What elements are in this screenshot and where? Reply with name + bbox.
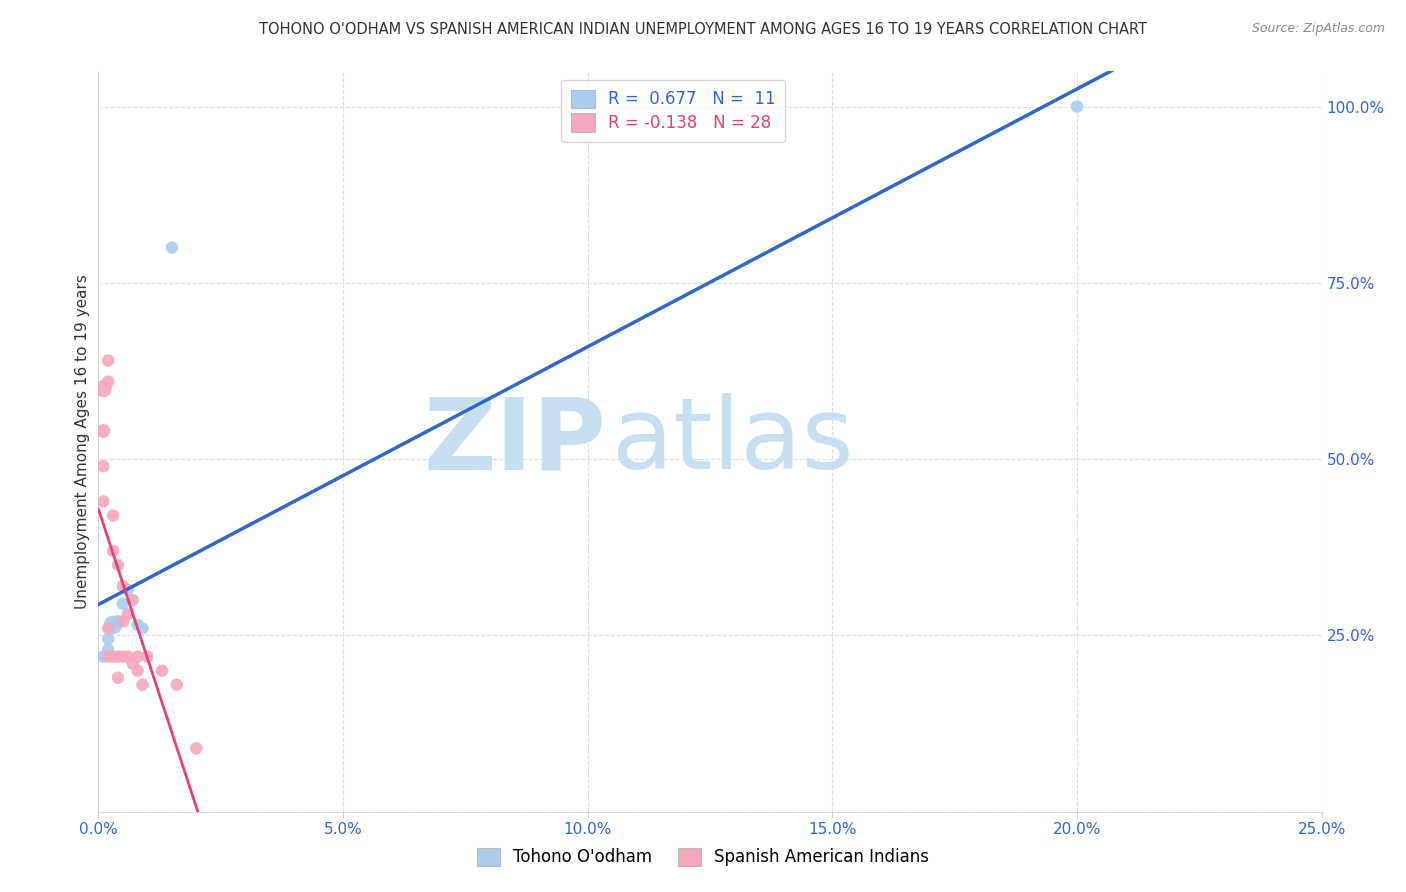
Point <box>127 664 149 678</box>
Point <box>101 649 124 664</box>
Point <box>97 649 120 664</box>
Point <box>107 558 129 572</box>
Point <box>131 678 153 692</box>
Point <box>121 593 143 607</box>
Point <box>150 664 173 678</box>
Point <box>91 382 114 396</box>
Point <box>160 241 183 255</box>
Point <box>127 649 149 664</box>
Point <box>136 649 159 664</box>
Point <box>101 618 124 632</box>
Point <box>127 618 149 632</box>
Legend: Tohono O'odham, Spanish American Indians: Tohono O'odham, Spanish American Indians <box>468 839 938 875</box>
Point <box>117 582 139 597</box>
Point <box>186 741 208 756</box>
Point <box>101 544 124 558</box>
Text: Source: ZipAtlas.com: Source: ZipAtlas.com <box>1251 22 1385 36</box>
Point <box>131 621 153 635</box>
Point <box>97 632 120 646</box>
Point <box>117 649 139 664</box>
Y-axis label: Unemployment Among Ages 16 to 19 years: Unemployment Among Ages 16 to 19 years <box>75 274 90 609</box>
Text: TOHONO O'ODHAM VS SPANISH AMERICAN INDIAN UNEMPLOYMENT AMONG AGES 16 TO 19 YEARS: TOHONO O'ODHAM VS SPANISH AMERICAN INDIA… <box>259 22 1147 37</box>
Point <box>111 579 134 593</box>
Point <box>91 424 114 438</box>
Point <box>111 597 134 611</box>
Legend: R =  0.677   N =  11, R = -0.138   N = 28: R = 0.677 N = 11, R = -0.138 N = 28 <box>561 79 786 142</box>
Point <box>166 678 188 692</box>
Point <box>107 649 129 664</box>
Point <box>91 494 114 508</box>
Point <box>97 621 120 635</box>
Point <box>97 375 120 389</box>
Point <box>107 671 129 685</box>
Point <box>111 615 134 629</box>
Point <box>97 642 120 657</box>
Text: ZIP: ZIP <box>423 393 606 490</box>
Text: atlas: atlas <box>612 393 853 490</box>
Point <box>101 508 124 523</box>
Point <box>121 657 143 671</box>
Point <box>91 649 114 664</box>
Point <box>107 615 129 629</box>
Point <box>91 459 114 474</box>
Point <box>97 353 120 368</box>
Point <box>111 649 134 664</box>
Point <box>117 607 139 622</box>
Point <box>1066 100 1088 114</box>
